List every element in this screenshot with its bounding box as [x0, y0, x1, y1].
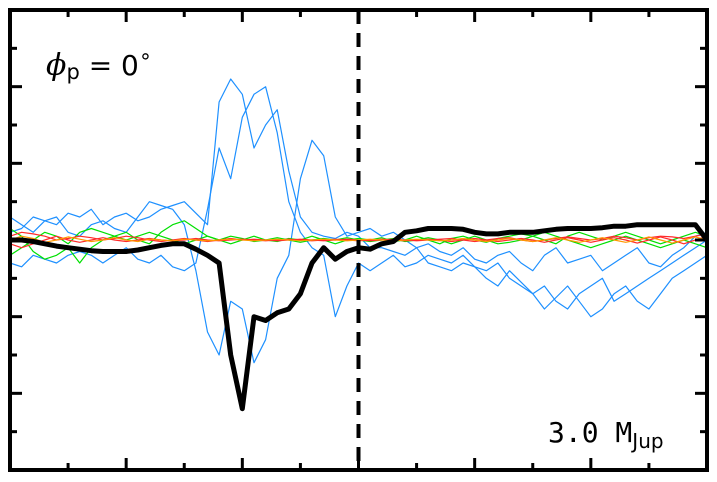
phase-degree: ∘: [139, 44, 152, 68]
plot-frame: [8, 8, 709, 472]
phase-equals: = 0: [80, 49, 139, 82]
series-line-1: [9, 78, 708, 310]
phase-subscript: p: [66, 60, 79, 84]
mass-value: 3.0 M: [548, 416, 632, 449]
mass-subscript: Jup: [630, 429, 663, 453]
phase-annotation: ϕp = 0∘: [46, 44, 152, 84]
phase-symbol: ϕ: [46, 48, 66, 83]
mass-annotation: 3.0 MJup: [548, 416, 664, 453]
